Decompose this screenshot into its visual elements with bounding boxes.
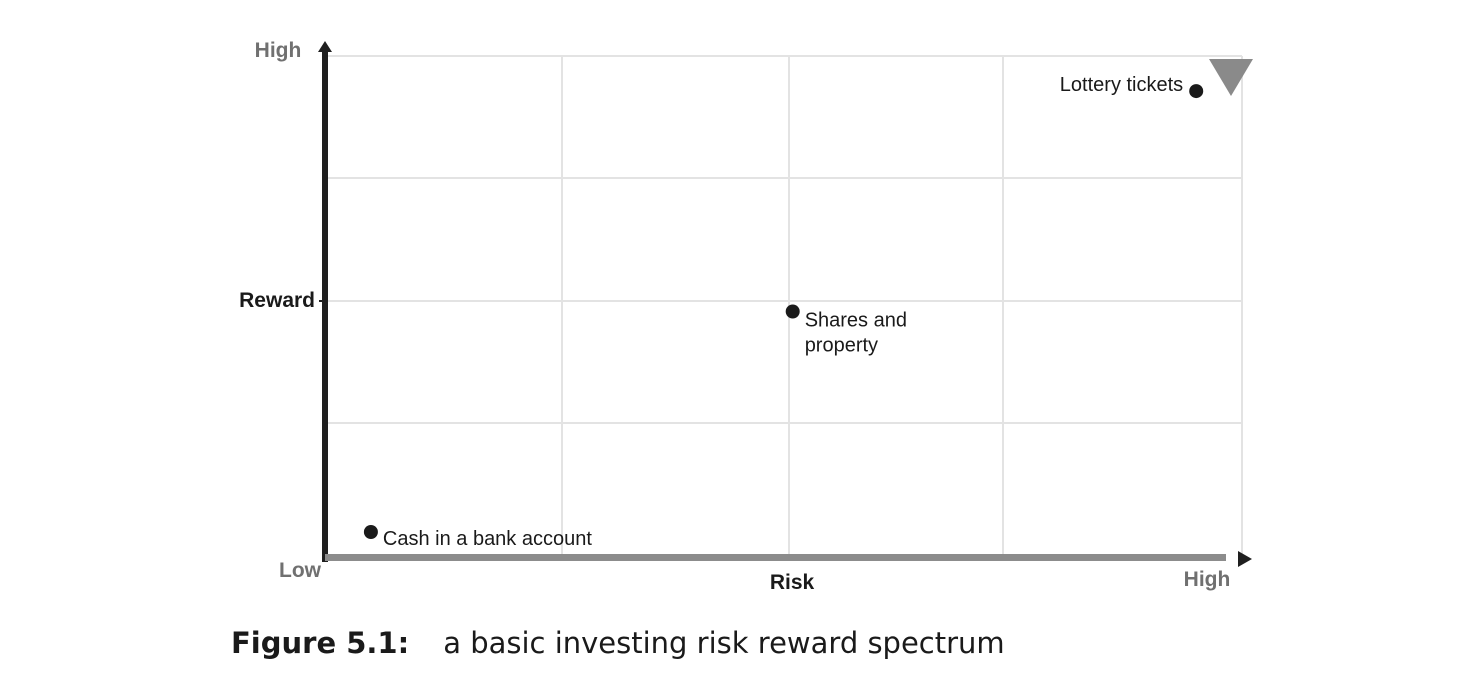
figure-caption-text: a basic investing risk reward spectrum: [443, 626, 1005, 660]
figure-caption: Figure 5.1: a basic investing risk reward…: [231, 626, 1005, 660]
y-axis-high-label: High: [255, 39, 302, 62]
data-point: [363, 525, 378, 539]
x-axis-low-label: Low: [279, 559, 322, 582]
y-axis-title: Reward: [239, 289, 315, 312]
x-axis-title: Risk: [770, 571, 815, 594]
x-axis-high-label: High: [1184, 568, 1231, 591]
data-point-label: Shares and property: [805, 310, 907, 357]
high-risk-triangle-marker: [1209, 59, 1253, 96]
data-point-label: Lottery tickets: [1060, 74, 1183, 96]
y-axis-line: [322, 52, 328, 562]
data-points: Cash in a bank account Shares and property…: [363, 74, 1204, 550]
risk-reward-chart: High Reward Low Risk High Cash in a bank…: [239, 39, 1253, 594]
figure-caption-label: Figure 5.1:: [231, 626, 410, 660]
data-point: [1189, 84, 1204, 99]
y-axis-arrow: [318, 41, 332, 52]
grid-lines: [319, 55, 1243, 557]
x-axis-line: [325, 554, 1226, 561]
data-point-label: Cash in a bank account: [383, 528, 592, 550]
x-axis-arrow: [1238, 551, 1252, 567]
data-point: [785, 304, 800, 319]
